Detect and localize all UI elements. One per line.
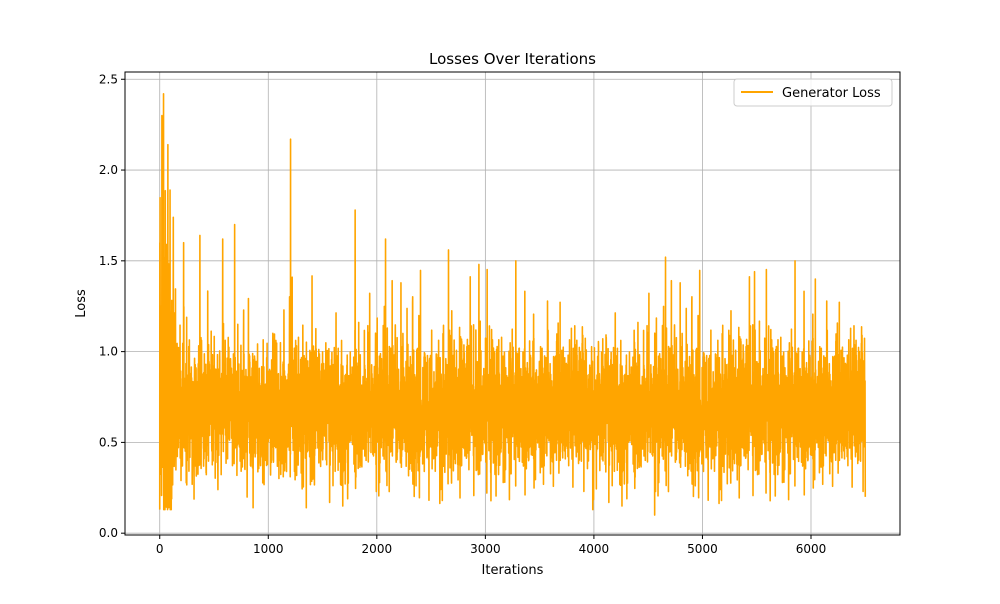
plot-area [158, 92, 867, 516]
x-axis-ticks: 0 1000 2000 3000 4000 5000 6000 [156, 535, 826, 556]
legend-box [733, 78, 893, 107]
x-tick-label: 2000 [362, 542, 393, 556]
chart-title: Losses Over Iterations [429, 50, 596, 68]
x-tick-label: 6000 [796, 542, 827, 556]
x-tick-label: 5000 [687, 542, 718, 556]
x-tick-label: 0 [156, 542, 164, 556]
y-tick-label: 2.5 [99, 72, 118, 86]
axes-frame [124, 71, 901, 536]
x-axis-label: Iterations [482, 563, 544, 578]
y-tick-label: 1.5 [99, 254, 118, 268]
series-line-generator-loss [158, 92, 867, 516]
y-tick-label: 2.0 [99, 163, 118, 177]
y-tick-label: 0.0 [99, 526, 118, 540]
x-tick-label: 4000 [579, 542, 610, 556]
y-tick-label: 1.0 [99, 345, 118, 359]
legend-label-generator-loss: Generator Loss [782, 86, 881, 101]
y-axis-label: Loss [74, 289, 89, 318]
x-tick-label: 3000 [470, 542, 501, 556]
y-tick-label: 0.5 [99, 435, 118, 449]
x-tick-label: 1000 [253, 542, 284, 556]
legend: Generator Loss [733, 78, 893, 107]
y-axis-ticks: 0.0 0.5 1.0 1.5 2.0 2.5 [99, 72, 125, 540]
